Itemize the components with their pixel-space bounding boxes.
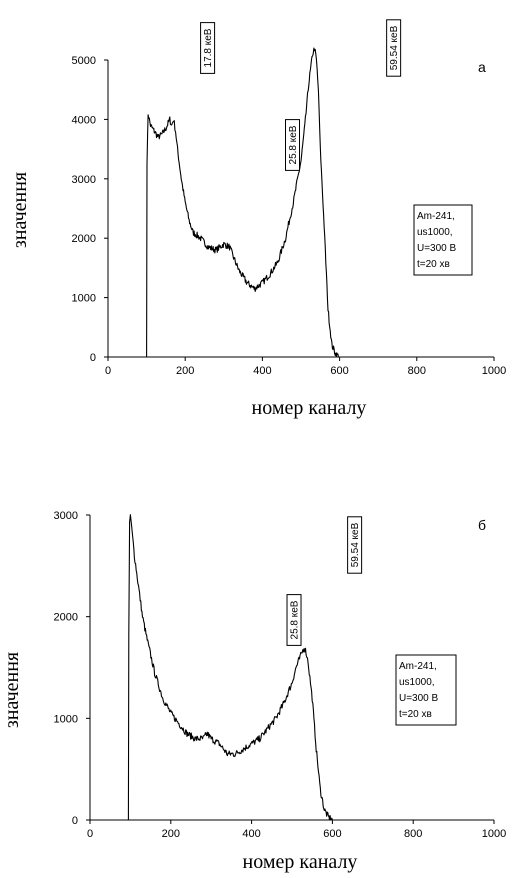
- x-tick-label: 200: [176, 365, 194, 377]
- peak-annotation-box: [286, 594, 302, 646]
- x-axis-title: номер каналу: [243, 851, 358, 873]
- spectrum-line: [146, 47, 340, 358]
- y-tick-label: 4000: [72, 114, 96, 126]
- peak-annotation: 59.54 кеВ: [347, 516, 363, 574]
- y-tick-label: 3000: [72, 174, 96, 186]
- chart-panel-2: 0 200 400 600 800 1000 0 1000 2000 3000 номер кана…: [1, 510, 506, 873]
- panel-letter: б: [478, 517, 486, 533]
- x-tick-label: 0: [87, 828, 93, 840]
- peak-annotation-box: [285, 119, 301, 171]
- peak-annotation-box: [200, 22, 216, 74]
- y-tick-label: 2000: [54, 612, 78, 624]
- info-box-line: U=300 В: [399, 693, 439, 704]
- info-box: [395, 654, 457, 726]
- peak-annotation-label: 17.8 кеВ: [203, 28, 214, 67]
- y-tick-label: 2000: [72, 233, 96, 245]
- info-box-line: us1000,: [417, 227, 453, 238]
- panel-letter: a: [478, 59, 486, 75]
- peak-annotation: 25.8 кеВ: [286, 594, 302, 646]
- peak-annotation-label: 59.54 кеВ: [389, 25, 400, 70]
- y-tick-label: 1000: [72, 293, 96, 305]
- y-tick-label: 3000: [54, 510, 78, 522]
- peak-annotation-box: [347, 516, 363, 574]
- y-tick-label: 1000: [54, 713, 78, 725]
- spectrum-line: [127, 514, 333, 821]
- y-tick-label: 5000: [72, 55, 96, 67]
- info-box-line: us1000,: [399, 677, 435, 688]
- x-tick-label: 400: [242, 828, 260, 840]
- x-tick-label: 1000: [482, 828, 506, 840]
- x-tick-label: 1000: [482, 365, 506, 377]
- peak-annotation: 25.8 кеВ: [285, 119, 301, 171]
- peak-annotation: 17.8 кеВ: [200, 22, 216, 74]
- peak-annotation-box: [386, 19, 402, 77]
- info-box-line: U=300 В: [417, 243, 457, 254]
- y-axis-title: значення: [1, 652, 23, 728]
- x-tick-label: 600: [323, 828, 341, 840]
- peak-annotation-label: 59.54 кеВ: [350, 522, 361, 567]
- x-tick-label: 800: [408, 365, 426, 377]
- peak-annotation: 59.54 кеВ: [386, 19, 402, 77]
- x-tick-label: 800: [404, 828, 422, 840]
- x-tick-label: 600: [330, 365, 348, 377]
- y-tick-label: 0: [90, 352, 96, 364]
- x-tick-label: 400: [253, 365, 271, 377]
- x-axis-title: номер каналу: [252, 397, 367, 419]
- peak-annotation-label: 25.8 кеВ: [290, 600, 301, 639]
- x-tick-label: 200: [162, 828, 180, 840]
- info-box-line: t=20 хв: [399, 709, 432, 720]
- info-box-line: Am-241,: [417, 211, 455, 222]
- info-box-line: Am-241,: [399, 661, 437, 672]
- chart-panel-1: 0 200 400 600 800 1000 0 1000 2000 3000 4000 5000 но…: [9, 19, 506, 419]
- x-tick-label: 0: [105, 365, 111, 377]
- peak-annotation-label: 25.8 кеВ: [288, 125, 299, 164]
- info-box: [413, 204, 473, 276]
- info-box-line: t=20 хв: [417, 259, 450, 270]
- y-tick-label: 0: [72, 815, 78, 827]
- y-axis-title: значення: [9, 172, 31, 248]
